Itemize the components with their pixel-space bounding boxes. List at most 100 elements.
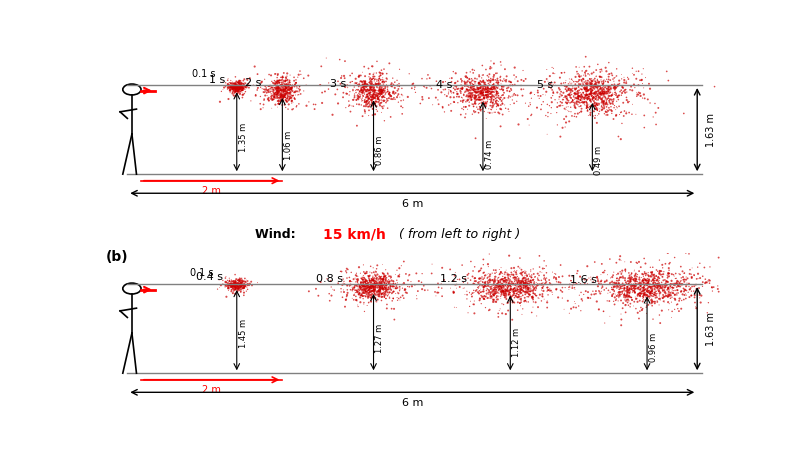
Point — [228, 90, 241, 97]
Point — [470, 286, 483, 293]
Point — [503, 287, 516, 294]
Point — [363, 102, 376, 109]
Point — [385, 286, 398, 293]
Point — [592, 281, 605, 288]
Point — [233, 287, 246, 294]
Point — [369, 280, 382, 288]
Point — [522, 286, 535, 293]
Point — [590, 78, 602, 86]
Point — [603, 92, 616, 99]
Point — [490, 89, 503, 96]
Point — [470, 281, 483, 288]
Point — [374, 69, 387, 76]
Point — [294, 86, 306, 93]
Point — [610, 295, 622, 302]
Point — [610, 98, 623, 105]
Point — [283, 78, 296, 85]
Point — [516, 305, 529, 312]
Point — [526, 309, 538, 316]
Point — [360, 277, 373, 284]
Point — [580, 104, 593, 112]
Point — [574, 89, 586, 96]
Point — [362, 95, 375, 102]
Point — [371, 90, 384, 97]
Point — [379, 90, 392, 98]
Point — [621, 299, 634, 306]
Point — [278, 87, 290, 94]
Point — [768, 267, 781, 274]
Point — [344, 72, 357, 79]
Point — [492, 278, 505, 285]
Point — [649, 294, 662, 302]
Point — [487, 287, 500, 294]
Point — [351, 302, 364, 309]
Point — [508, 299, 521, 306]
Point — [652, 278, 665, 285]
Point — [266, 84, 278, 91]
Point — [545, 110, 558, 117]
Point — [275, 92, 288, 99]
Point — [346, 278, 358, 285]
Point — [256, 85, 269, 92]
Point — [392, 86, 405, 93]
Point — [226, 282, 239, 289]
Point — [522, 286, 534, 293]
Point — [621, 292, 634, 299]
Point — [486, 89, 499, 96]
Point — [373, 93, 386, 100]
Point — [272, 79, 285, 86]
Point — [486, 288, 499, 296]
Point — [359, 288, 372, 296]
Point — [504, 282, 517, 289]
Point — [520, 298, 533, 306]
Point — [626, 276, 639, 283]
Point — [578, 85, 591, 92]
Point — [646, 280, 659, 288]
Point — [636, 284, 649, 291]
Point — [604, 87, 617, 94]
Point — [250, 92, 262, 99]
Point — [606, 272, 619, 279]
Point — [497, 288, 510, 295]
Point — [374, 76, 387, 84]
Point — [230, 84, 242, 91]
Point — [617, 288, 630, 295]
Point — [487, 83, 500, 90]
Point — [239, 279, 252, 286]
Point — [511, 289, 524, 296]
Point — [489, 91, 502, 99]
Point — [235, 78, 248, 86]
Point — [601, 111, 614, 118]
Point — [279, 86, 292, 94]
Point — [392, 99, 405, 106]
Point — [613, 111, 626, 118]
Point — [461, 98, 474, 105]
Point — [460, 69, 473, 76]
Point — [514, 300, 526, 307]
Point — [678, 270, 690, 277]
Point — [492, 313, 505, 320]
Point — [502, 277, 515, 284]
Point — [282, 97, 295, 104]
Point — [367, 100, 380, 108]
Point — [274, 93, 286, 100]
Point — [508, 284, 521, 292]
Point — [504, 294, 517, 302]
Point — [376, 91, 389, 98]
Point — [393, 273, 406, 280]
Point — [355, 286, 368, 293]
Point — [492, 79, 505, 86]
Point — [281, 89, 294, 96]
Point — [637, 277, 650, 284]
Point — [344, 82, 357, 89]
Point — [491, 85, 504, 92]
Point — [278, 82, 290, 89]
Point — [482, 94, 494, 101]
Point — [608, 81, 621, 88]
Point — [480, 91, 493, 99]
Point — [373, 285, 386, 292]
Point — [600, 112, 613, 119]
Point — [630, 89, 643, 96]
Point — [637, 273, 650, 280]
Point — [563, 272, 576, 279]
